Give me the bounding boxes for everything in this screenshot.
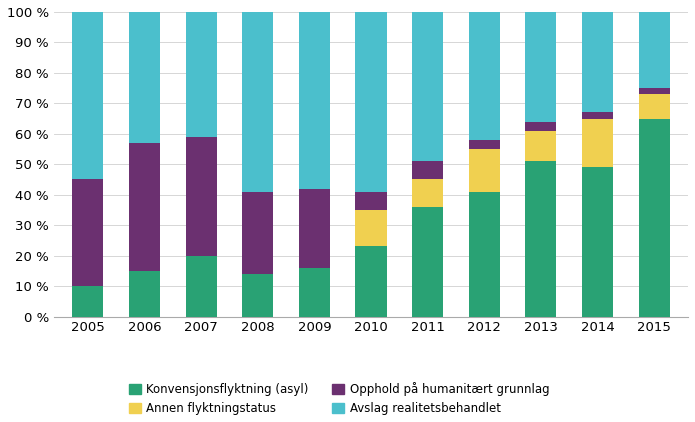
Bar [582, 119, 613, 167]
Bar [412, 12, 443, 161]
Bar [639, 94, 670, 119]
Bar [355, 12, 386, 192]
Bar [186, 12, 217, 137]
Bar [299, 189, 330, 268]
Bar [355, 246, 386, 316]
Bar [639, 88, 670, 94]
Bar [412, 161, 443, 179]
Bar [129, 143, 160, 271]
Bar [129, 12, 160, 143]
Bar [582, 12, 613, 112]
Bar [242, 274, 273, 316]
Bar [468, 149, 500, 192]
Bar [639, 119, 670, 316]
Bar [525, 131, 557, 161]
Bar [468, 12, 500, 140]
Bar [72, 286, 104, 316]
Legend: Konvensjonsflyktning (asyl), Annen flyktningstatus, Opphold på humanitært grunnl: Konvensjonsflyktning (asyl), Annen flykt… [124, 377, 555, 419]
Bar [412, 179, 443, 207]
Bar [355, 192, 386, 210]
Bar [582, 167, 613, 316]
Bar [299, 268, 330, 316]
Bar [355, 210, 386, 246]
Bar [129, 271, 160, 316]
Bar [299, 12, 330, 189]
Bar [525, 12, 557, 122]
Bar [468, 192, 500, 316]
Bar [525, 122, 557, 131]
Bar [639, 12, 670, 88]
Bar [72, 179, 104, 286]
Bar [72, 12, 104, 179]
Bar [582, 112, 613, 119]
Bar [242, 192, 273, 274]
Bar [412, 207, 443, 316]
Bar [468, 140, 500, 149]
Bar [242, 12, 273, 192]
Bar [186, 137, 217, 256]
Bar [186, 256, 217, 316]
Bar [525, 161, 557, 316]
